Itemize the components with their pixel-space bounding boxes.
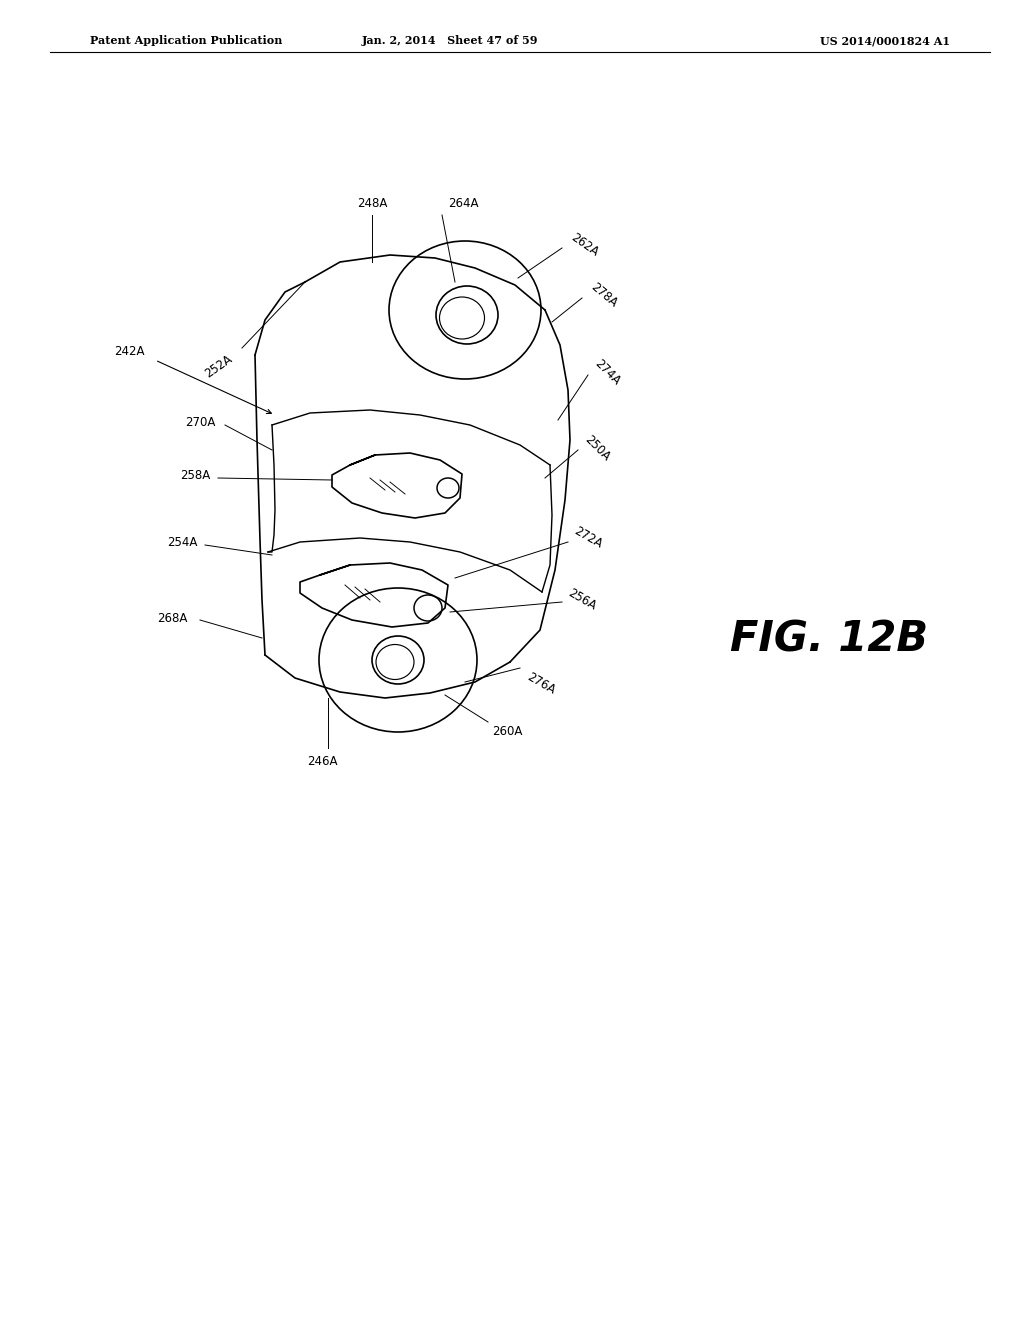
Text: 268A: 268A bbox=[158, 611, 188, 624]
Text: Jan. 2, 2014   Sheet 47 of 59: Jan. 2, 2014 Sheet 47 of 59 bbox=[361, 36, 539, 46]
Text: 254A: 254A bbox=[168, 536, 198, 549]
Text: Patent Application Publication: Patent Application Publication bbox=[90, 36, 283, 46]
Text: 260A: 260A bbox=[492, 725, 522, 738]
Text: 278A: 278A bbox=[588, 280, 620, 310]
Text: 252A: 252A bbox=[203, 352, 234, 380]
Text: 246A: 246A bbox=[307, 755, 337, 768]
Text: 242A: 242A bbox=[115, 345, 145, 358]
Text: 262A: 262A bbox=[568, 231, 600, 259]
Text: 276A: 276A bbox=[525, 671, 558, 697]
Text: 274A: 274A bbox=[592, 356, 623, 387]
Text: 248A: 248A bbox=[356, 197, 387, 210]
Text: 270A: 270A bbox=[184, 416, 215, 429]
Text: 272A: 272A bbox=[572, 525, 605, 552]
Text: 250A: 250A bbox=[582, 433, 612, 463]
Text: 258A: 258A bbox=[180, 469, 210, 482]
Text: US 2014/0001824 A1: US 2014/0001824 A1 bbox=[820, 36, 950, 46]
Text: 256A: 256A bbox=[566, 587, 599, 614]
Text: FIG. 12B: FIG. 12B bbox=[730, 619, 928, 661]
Text: 264A: 264A bbox=[449, 197, 478, 210]
